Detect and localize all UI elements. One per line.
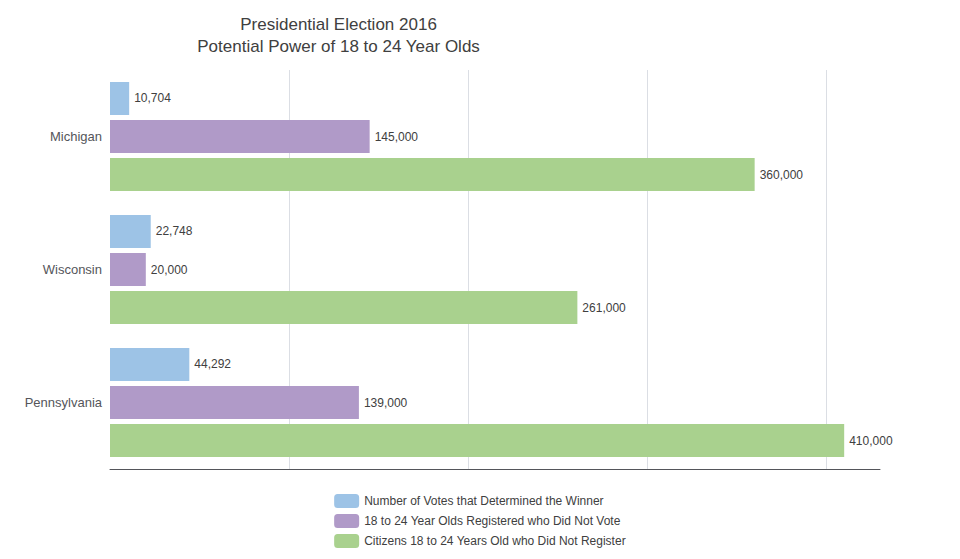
svg-text:Citizens 18 to 24 Years Old wh: Citizens 18 to 24 Years Old who Did Not … — [364, 534, 625, 548]
svg-text:22,748: 22,748 — [156, 224, 193, 238]
svg-text:Michigan: Michigan — [50, 129, 102, 144]
svg-text:Potential Power of 18 to 24 Ye: Potential Power of 18 to 24 Year Olds — [197, 37, 480, 56]
svg-text:20,000: 20,000 — [151, 263, 188, 277]
svg-text:261,000: 261,000 — [582, 301, 626, 315]
svg-text:18 to 24 Year Olds Registered: 18 to 24 Year Olds Registered who Did No… — [364, 514, 620, 528]
svg-text:360,000: 360,000 — [760, 168, 804, 182]
svg-text:44,292: 44,292 — [194, 357, 231, 371]
svg-text:410,000: 410,000 — [849, 434, 893, 448]
svg-text:139,000: 139,000 — [364, 396, 408, 410]
svg-text:Presidential Election 2016: Presidential Election 2016 — [240, 15, 437, 34]
svg-text:145,000: 145,000 — [375, 130, 419, 144]
svg-text:Pennsylvania: Pennsylvania — [25, 395, 103, 410]
svg-text:Wisconsin: Wisconsin — [43, 262, 102, 277]
svg-text:10,704: 10,704 — [134, 91, 171, 105]
svg-text:Number of Votes that Determine: Number of Votes that Determined the Winn… — [364, 494, 603, 508]
